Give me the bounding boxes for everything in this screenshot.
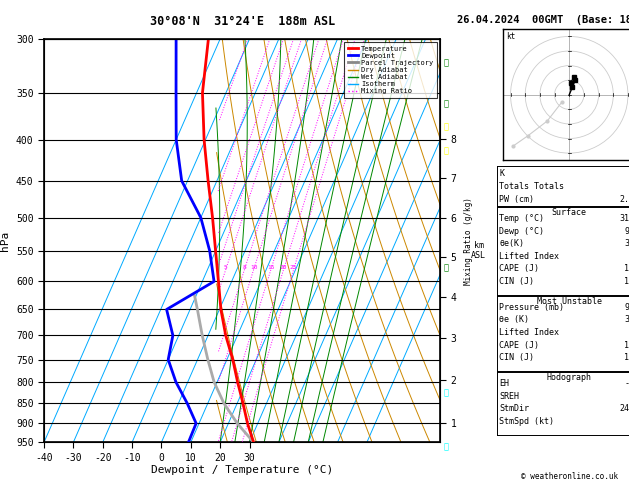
Text: 2.04: 2.04 [619,194,629,204]
Text: 15: 15 [267,264,275,270]
Text: CIN (J): CIN (J) [499,277,535,286]
Text: CIN (J): CIN (J) [499,353,535,362]
Text: Dewp (°C): Dewp (°C) [499,226,545,236]
Text: CAPE (J): CAPE (J) [499,341,540,349]
Text: 30°08'N  31°24'E  188m ASL: 30°08'N 31°24'E 188m ASL [150,15,335,28]
X-axis label: Dewpoint / Temperature (°C): Dewpoint / Temperature (°C) [151,466,333,475]
Text: Lifted Index: Lifted Index [499,328,559,337]
Text: K: K [499,169,504,178]
Legend: Temperature, Dewpoint, Parcel Trajectory, Dry Adiabat, Wet Adiabat, Isotherm, Mi: Temperature, Dewpoint, Parcel Trajectory… [345,42,437,98]
Text: Mixing Ratio (g/kg): Mixing Ratio (g/kg) [464,197,473,284]
Text: θe (K): θe (K) [499,315,530,324]
Text: 31.4: 31.4 [619,214,629,223]
Text: 10: 10 [250,264,257,270]
Text: 20: 20 [280,264,287,270]
Text: 5: 5 [224,264,228,270]
Text: 8: 8 [243,264,247,270]
Text: PW (cm): PW (cm) [499,194,535,204]
Text: Pressure (mb): Pressure (mb) [499,303,564,312]
Text: 164: 164 [624,277,629,286]
Text: ⊨: ⊨ [443,122,448,131]
Text: Hodograph: Hodograph [547,373,592,382]
Text: ⊨: ⊨ [443,443,448,451]
Text: 241°: 241° [619,404,629,413]
Text: Totals Totals: Totals Totals [499,182,564,191]
Text: Most Unstable: Most Unstable [537,297,602,306]
Text: SREH: SREH [499,392,520,400]
Text: 190: 190 [624,264,629,274]
Text: kt: kt [506,33,515,41]
Text: 900: 900 [624,303,629,312]
Text: ⊨: ⊨ [443,264,448,273]
Text: 26.04.2024  00GMT  (Base: 18): 26.04.2024 00GMT (Base: 18) [457,15,629,25]
Text: Surface: Surface [552,208,587,217]
Text: StmDir: StmDir [499,404,530,413]
Text: 199: 199 [624,341,629,349]
Text: ⊨: ⊨ [443,389,448,398]
Text: ⊨: ⊨ [443,99,448,108]
Text: ⊨: ⊨ [443,146,448,155]
Text: 128: 128 [624,353,629,362]
Text: 9.2: 9.2 [624,226,629,236]
Text: θe(K): θe(K) [499,239,525,248]
Text: ⊨: ⊨ [443,58,448,67]
Text: EH: EH [499,379,509,388]
Text: Temp (°C): Temp (°C) [499,214,545,223]
Text: Lifted Index: Lifted Index [499,252,559,261]
Text: 25: 25 [290,264,298,270]
Text: -16: -16 [624,379,629,388]
Text: 328: 328 [624,315,629,324]
Text: StmSpd (kt): StmSpd (kt) [499,417,554,426]
Y-axis label: km
ASL: km ASL [471,241,486,260]
Y-axis label: hPa: hPa [1,230,11,251]
Text: CAPE (J): CAPE (J) [499,264,540,274]
Text: © weatheronline.co.uk: © weatheronline.co.uk [521,472,618,481]
Text: 328: 328 [624,239,629,248]
